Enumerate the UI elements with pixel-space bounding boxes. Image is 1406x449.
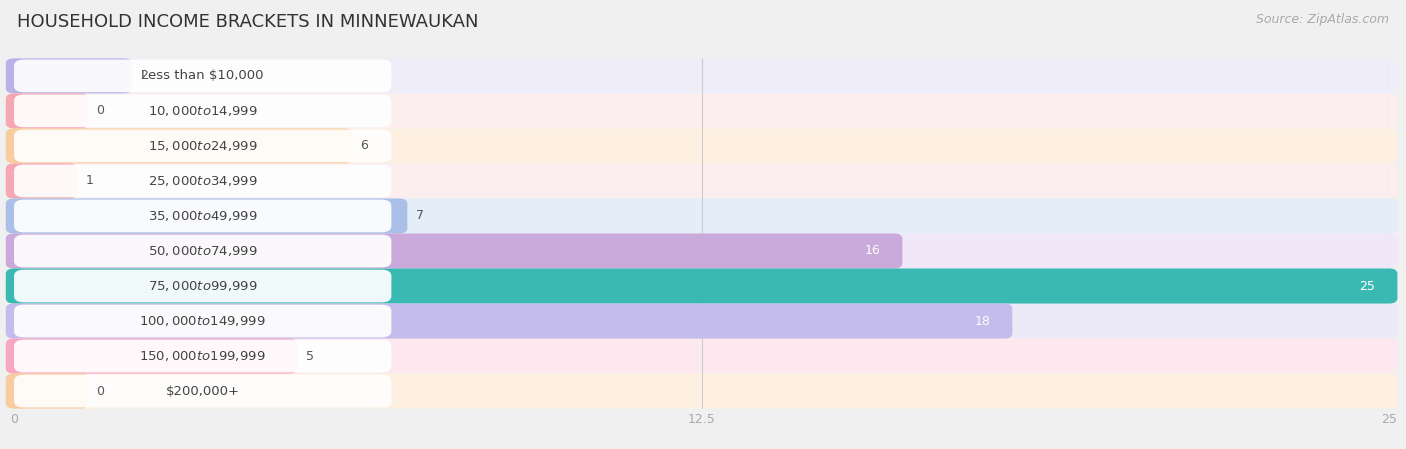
FancyBboxPatch shape — [6, 93, 1398, 128]
Text: $100,000 to $149,999: $100,000 to $149,999 — [139, 314, 266, 328]
Text: Source: ZipAtlas.com: Source: ZipAtlas.com — [1256, 13, 1389, 26]
FancyBboxPatch shape — [6, 233, 1398, 269]
FancyBboxPatch shape — [6, 233, 903, 269]
FancyBboxPatch shape — [6, 58, 1398, 93]
FancyBboxPatch shape — [6, 269, 1398, 304]
FancyBboxPatch shape — [6, 128, 1398, 163]
FancyBboxPatch shape — [14, 340, 391, 372]
FancyBboxPatch shape — [14, 60, 391, 92]
FancyBboxPatch shape — [6, 58, 132, 93]
Text: 18: 18 — [974, 315, 990, 327]
Text: 2: 2 — [141, 70, 149, 82]
Text: $15,000 to $24,999: $15,000 to $24,999 — [148, 139, 257, 153]
Text: $50,000 to $74,999: $50,000 to $74,999 — [148, 244, 257, 258]
FancyBboxPatch shape — [14, 235, 391, 267]
FancyBboxPatch shape — [14, 270, 391, 302]
Text: 1: 1 — [86, 175, 93, 187]
FancyBboxPatch shape — [6, 374, 89, 409]
FancyBboxPatch shape — [6, 304, 1398, 339]
FancyBboxPatch shape — [6, 163, 1398, 198]
Text: 6: 6 — [360, 140, 368, 152]
FancyBboxPatch shape — [6, 374, 1398, 409]
FancyBboxPatch shape — [6, 198, 1398, 233]
FancyBboxPatch shape — [14, 130, 391, 162]
FancyBboxPatch shape — [6, 339, 1398, 374]
Text: $200,000+: $200,000+ — [166, 385, 239, 397]
FancyBboxPatch shape — [6, 128, 353, 163]
Text: 0: 0 — [97, 105, 104, 117]
FancyBboxPatch shape — [14, 305, 391, 337]
Text: 25: 25 — [1360, 280, 1375, 292]
Text: $75,000 to $99,999: $75,000 to $99,999 — [148, 279, 257, 293]
Text: $25,000 to $34,999: $25,000 to $34,999 — [148, 174, 257, 188]
FancyBboxPatch shape — [6, 93, 89, 128]
FancyBboxPatch shape — [6, 198, 408, 233]
Text: 5: 5 — [305, 350, 314, 362]
FancyBboxPatch shape — [6, 304, 1012, 339]
Text: HOUSEHOLD INCOME BRACKETS IN MINNEWAUKAN: HOUSEHOLD INCOME BRACKETS IN MINNEWAUKAN — [17, 13, 478, 31]
FancyBboxPatch shape — [6, 163, 77, 198]
Text: $150,000 to $199,999: $150,000 to $199,999 — [139, 349, 266, 363]
Text: 0: 0 — [97, 385, 104, 397]
FancyBboxPatch shape — [14, 375, 391, 407]
FancyBboxPatch shape — [14, 95, 391, 127]
Text: 16: 16 — [865, 245, 880, 257]
FancyBboxPatch shape — [14, 165, 391, 197]
Text: $10,000 to $14,999: $10,000 to $14,999 — [148, 104, 257, 118]
Text: $35,000 to $49,999: $35,000 to $49,999 — [148, 209, 257, 223]
FancyBboxPatch shape — [14, 200, 391, 232]
Text: 7: 7 — [416, 210, 423, 222]
FancyBboxPatch shape — [6, 269, 1398, 304]
FancyBboxPatch shape — [6, 339, 297, 374]
Text: Less than $10,000: Less than $10,000 — [142, 70, 264, 82]
